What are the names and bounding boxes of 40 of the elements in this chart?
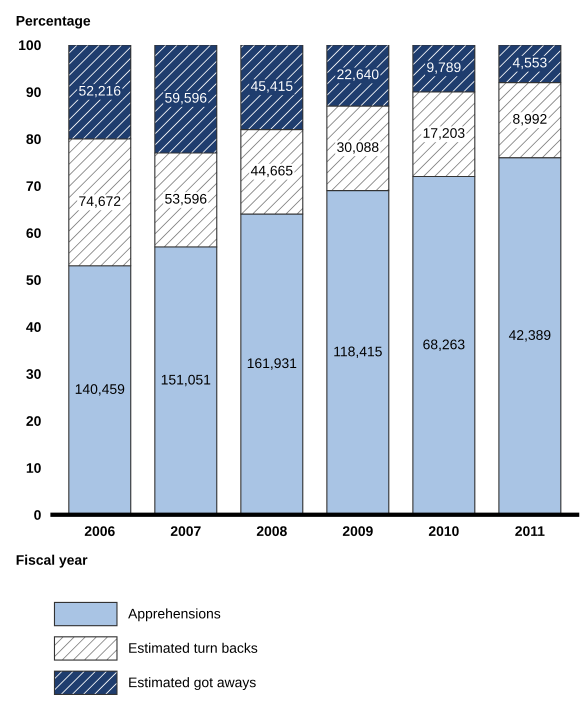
y-tick-label: 80 xyxy=(26,134,41,144)
y-tick-label: 50 xyxy=(26,275,41,286)
y-tick-label: 40 xyxy=(26,322,41,332)
y-tick-label: 70 xyxy=(26,181,41,192)
x-tick-label: 2011 xyxy=(515,526,545,536)
legend-label: Apprehensions xyxy=(128,608,220,622)
annotation: 42,389 xyxy=(508,330,550,342)
y-tick-label: 10 xyxy=(26,463,41,473)
annotation: 9,789 xyxy=(427,62,461,74)
annotation: 45,415 xyxy=(250,81,292,93)
annotation: 17,203 xyxy=(424,128,464,140)
annotation: 161,931 xyxy=(248,358,296,370)
x-axis-title: Fiscal year xyxy=(16,554,88,568)
annotation: 4,553 xyxy=(512,58,547,70)
legend-label: Estimated turn backs xyxy=(129,642,258,653)
annotation: 8,992 xyxy=(513,114,547,126)
annotation: 74,672 xyxy=(79,196,120,208)
annotation: 59,596 xyxy=(165,92,206,104)
annotation: 68,263 xyxy=(423,340,464,351)
y-tick-label: 60 xyxy=(26,228,41,238)
annotation: 151,051 xyxy=(162,374,210,386)
x-tick-label: 2007 xyxy=(170,526,201,536)
legend-label: Estimated got aways xyxy=(129,677,256,690)
x-tick-label: 2006 xyxy=(84,526,115,536)
y-tick-label: 30 xyxy=(26,369,41,379)
x-tick-label: 2010 xyxy=(428,526,459,536)
annotation: 140,459 xyxy=(76,384,124,396)
annotation: 52,216 xyxy=(79,86,120,98)
y-tick-label: 20 xyxy=(26,416,41,426)
y-tick-label: 100 xyxy=(19,40,41,50)
annotation: 118,415 xyxy=(334,346,382,358)
annotation: 22,640 xyxy=(337,69,379,81)
y-axis-title: Percentage xyxy=(16,16,90,29)
annotation: 44,665 xyxy=(250,166,292,178)
annotation: 53,596 xyxy=(165,194,206,206)
x-tick-label: 2009 xyxy=(342,526,373,536)
x-tick-label: 2008 xyxy=(256,526,287,536)
annotation: 30,088 xyxy=(337,142,378,154)
y-tick-label: 0 xyxy=(34,510,41,520)
y-tick-label: 90 xyxy=(26,87,41,98)
